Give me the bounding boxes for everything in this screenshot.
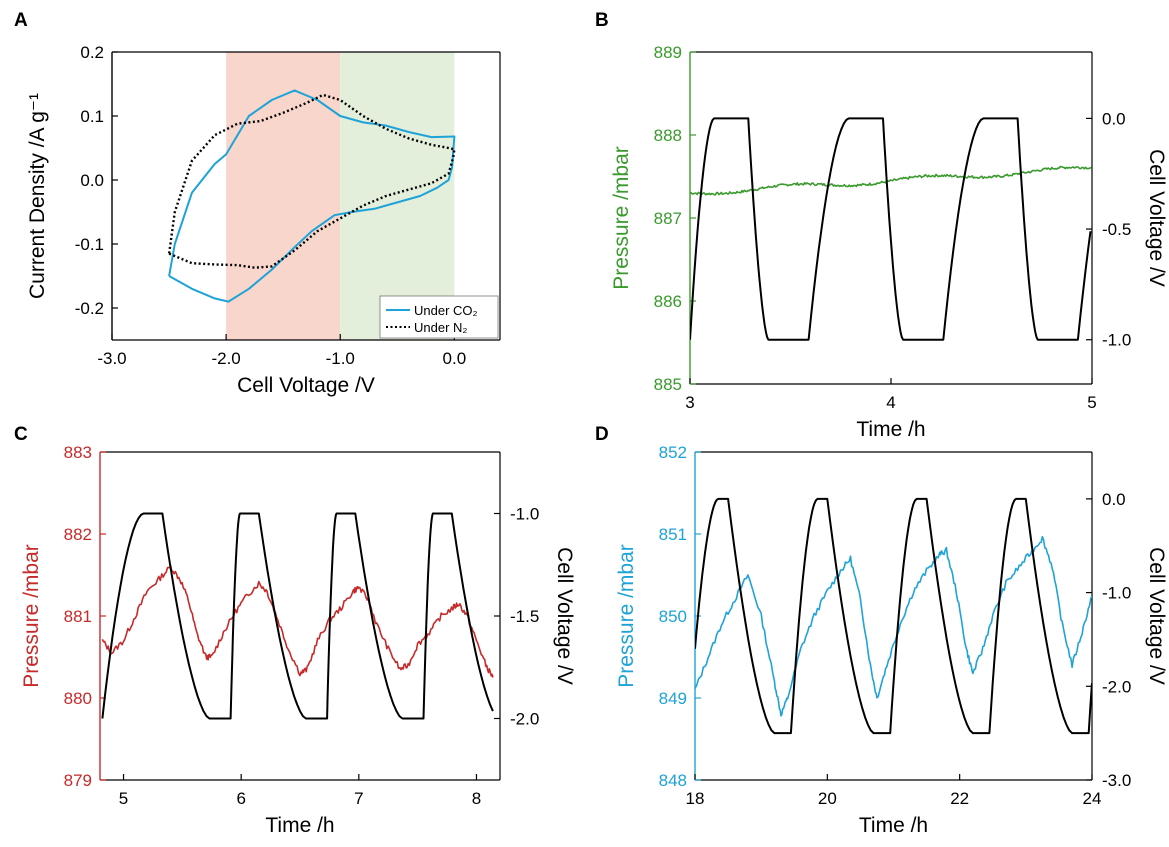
x-axis-label: Time /h: [856, 418, 925, 441]
x-axis-label: Time /h: [859, 814, 928, 837]
y-axis-label: Pressure /mbar: [20, 544, 43, 688]
x-tick-label: 0.0: [443, 349, 467, 368]
panel-label: C: [14, 424, 28, 445]
y-tick-label: 0.2: [80, 43, 104, 62]
voltage-trace: [690, 117, 1092, 341]
series-line: [167, 93, 456, 269]
y-tick-label: 885: [654, 375, 682, 394]
y-tick-label: 883: [64, 443, 92, 462]
legend-box: [379, 295, 499, 339]
y-tick-label: 887: [654, 209, 682, 228]
y-right-tick-label: -1.0: [1102, 584, 1131, 603]
y-tick-label: -0.1: [75, 235, 104, 254]
voltage-trace: [695, 497, 1092, 735]
y-axis-label: Pressure /mbar: [615, 544, 638, 688]
pressure-trace: [101, 565, 494, 678]
y-tick-label: 880: [64, 689, 92, 708]
x-axis-label: Cell Voltage /V: [237, 374, 375, 397]
y-right-tick-label: 0.0: [1102, 109, 1126, 128]
y-tick-label: 879: [64, 771, 92, 790]
panel-b: B 3 4 5 885 886 887 888 889 -1.0 -0.5 0.0 Time /h Pre…: [595, 10, 1168, 441]
x-tick-label: 6: [236, 789, 245, 808]
x-tick-label: 18: [686, 789, 705, 808]
y-tick-label: 0.0: [80, 171, 104, 190]
y-right-axis-label: Cell Voltage /V: [1145, 547, 1168, 685]
x-tick-label: 8: [472, 789, 481, 808]
x-tick-label: 5: [1087, 393, 1096, 412]
x-tick-label: 7: [354, 789, 363, 808]
x-axis-label: Time /h: [265, 814, 334, 837]
x-tick-label: 4: [886, 393, 895, 412]
x-tick-label: -1.0: [326, 349, 355, 368]
y-right-tick-label: -2.0: [510, 710, 539, 729]
y-right-axis-label: Cell Voltage /V: [553, 547, 576, 685]
y-right-tick-label: -1.5: [510, 607, 539, 626]
y-right-tick-label: -0.5: [1102, 220, 1131, 239]
x-tick-label: 20: [818, 789, 837, 808]
y-tick-label: 850: [659, 607, 687, 626]
x-tick-label: 3: [685, 393, 694, 412]
y-axis-label: Pressure /mbar: [610, 146, 633, 290]
y-axis-label: Current Density /A g⁻¹: [26, 93, 49, 299]
legend-entry: Under N₂: [414, 320, 467, 335]
y-right-tick-label: -1.0: [1102, 331, 1131, 350]
y-tick-label: 0.1: [80, 107, 104, 126]
x-tick-label: 24: [1083, 789, 1102, 808]
panel-label: B: [595, 10, 609, 31]
pressure-trace: [690, 165, 1092, 196]
panel-a: A -3.0 -2.0 -1.0 0.0 -0.2 -0.1 0.0 0.1 0.2 Cell Vo…: [14, 10, 501, 397]
y-tick-label: 886: [654, 292, 682, 311]
x-tick-label: -3.0: [97, 349, 126, 368]
y-right-tick-label: -2.0: [1102, 677, 1131, 696]
y-right-tick-label: -1.0: [510, 505, 539, 524]
y-tick-label: 889: [654, 43, 682, 62]
panel-label: D: [595, 424, 609, 445]
series-line: [168, 89, 456, 303]
legend-entry: Under CO₂: [414, 303, 478, 318]
y-tick-label: 881: [64, 607, 92, 626]
y-tick-label: 852: [659, 443, 687, 462]
x-tick-label: 22: [950, 789, 969, 808]
y-tick-label: -0.2: [75, 299, 104, 318]
panel-c: C 5 6 7 8 879 880 881 882 883 -2.0 -1.5 -1.0 Time /h P…: [14, 424, 576, 837]
y-tick-label: 849: [659, 689, 687, 708]
y-tick-label: 882: [64, 525, 92, 544]
y-right-tick-label: -3.0: [1102, 771, 1131, 790]
shaded-region: [340, 52, 455, 340]
y-tick-label: 848: [659, 771, 687, 790]
voltage-trace: [101, 512, 494, 720]
y-right-tick-label: 0.0: [1102, 490, 1126, 509]
panel-d: D 18 20 22 24 848 849 850 851 852 -3.0 -2.0 -1.0 0.0 T…: [595, 424, 1168, 837]
x-tick-label: 5: [119, 789, 128, 808]
y-tick-label: 851: [659, 525, 687, 544]
panel-label: A: [14, 10, 28, 31]
y-tick-label: 888: [654, 126, 682, 145]
legend: Under CO₂ Under N₂: [379, 295, 499, 339]
y-right-axis-label: Cell Voltage /V: [1145, 149, 1168, 287]
x-tick-label: -2.0: [211, 349, 240, 368]
